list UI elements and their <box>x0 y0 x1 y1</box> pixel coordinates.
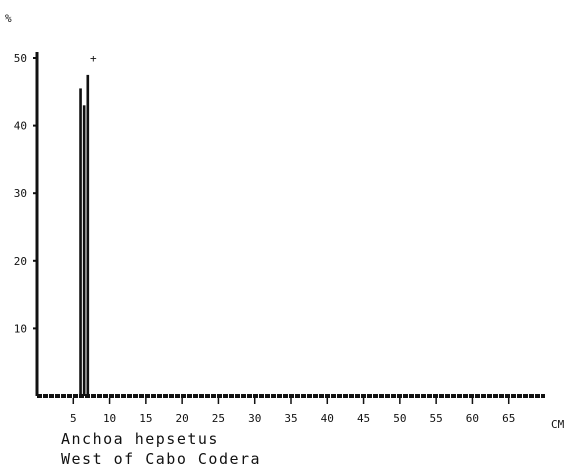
y-axis-unit-label: % <box>5 12 12 25</box>
y-tick-label-50: 50 <box>14 52 27 65</box>
chart-subtitle: West of Cabo Codera <box>61 450 262 468</box>
x-tick-label-25: 25 <box>212 412 225 425</box>
x-axis-unit-label: CM <box>551 418 565 431</box>
x-tick-label-15: 15 <box>139 412 152 425</box>
x-tick-label-50: 50 <box>393 412 406 425</box>
bar <box>82 105 86 396</box>
x-tick-label-35: 35 <box>284 412 297 425</box>
bar <box>79 88 82 397</box>
x-tick-label-30: 30 <box>248 412 261 425</box>
x-tick-label-55: 55 <box>430 412 443 425</box>
x-tick-label-40: 40 <box>321 412 334 425</box>
y-tick-label-30: 30 <box>14 187 27 200</box>
bars <box>79 74 90 397</box>
x-tick-label-20: 20 <box>176 412 189 425</box>
x-tick-label-45: 45 <box>357 412 370 425</box>
x-tick-label-60: 60 <box>466 412 479 425</box>
x-tick-label-65: 65 <box>502 412 515 425</box>
ticks: 10 20 30 40 50 5 10 15 20 25 30 35 40 45 50 55 60 65 <box>14 52 516 425</box>
y-tick-label-20: 20 <box>14 255 27 268</box>
bar <box>86 74 90 397</box>
chart-title: Anchoa hepsetus <box>61 430 219 448</box>
x-tick-label-5: 5 <box>70 412 77 425</box>
peak-annotation: + <box>90 52 97 65</box>
x-tick-label-10: 10 <box>103 412 116 425</box>
y-tick-label-10: 10 <box>14 322 27 335</box>
y-tick-label-40: 40 <box>14 120 27 133</box>
axes <box>35 52 545 398</box>
